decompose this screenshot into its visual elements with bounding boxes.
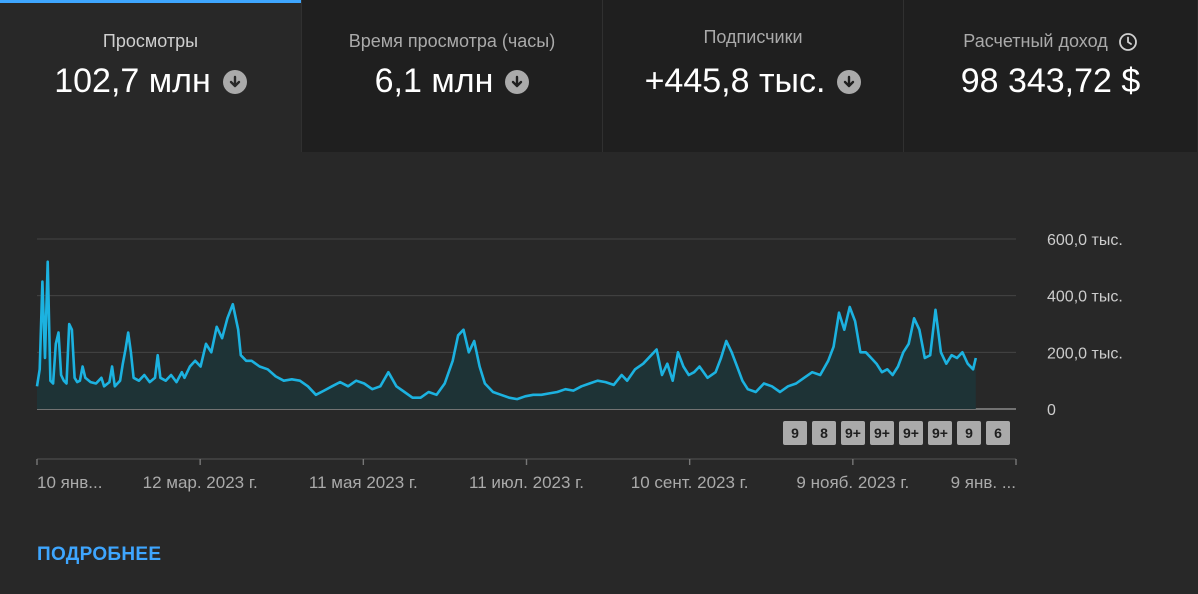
- clock-icon[interactable]: [1118, 32, 1138, 52]
- x-tick-label: 11 июл. 2023 г.: [469, 473, 584, 492]
- event-marker-badge[interactable]: 9+: [870, 421, 894, 445]
- chart-line: [35, 260, 978, 401]
- arrow-down-circle-icon: [222, 69, 247, 94]
- x-tick-label: 9 нояб. 2023 г.: [796, 473, 909, 492]
- arrow-down-circle-icon: [505, 69, 530, 94]
- tab-watch-time-title: Время просмотра (часы): [348, 31, 556, 51]
- event-markers: 9 8 9+ 9+ 9+ 9+ 9 6: [783, 421, 1010, 445]
- event-marker-badge[interactable]: 9: [783, 421, 807, 445]
- tab-revenue[interactable]: Расчетный доход 98 343,72 $: [903, 0, 1197, 152]
- tab-views-value: 102,7 млн: [0, 62, 301, 101]
- event-marker-badge[interactable]: 9+: [899, 421, 923, 445]
- tab-watch-time-value: 6,1 млн: [302, 62, 602, 101]
- metric-tabs: Просмотры 102,7 млн Время просмотра (час…: [0, 0, 1198, 152]
- x-tick-label: 10 янв...: [37, 473, 102, 492]
- x-tick-label: 12 мар. 2023 г.: [143, 473, 258, 492]
- y-tick-label: 200,0 тыс.: [1047, 345, 1123, 362]
- x-axis: 10 янв... 12 мар. 2023 г. 11 мая 2023 г. 11…: [36, 458, 1017, 492]
- event-marker-badge[interactable]: 9+: [841, 421, 865, 445]
- tab-subscribers-value: +445,8 тыс.: [603, 62, 903, 101]
- arrow-down-circle-icon: [837, 69, 862, 94]
- tab-views-title: Просмотры: [102, 31, 199, 51]
- more-details-link[interactable]: ПОДРОБНЕЕ: [37, 544, 162, 565]
- event-marker-badge[interactable]: 9: [957, 421, 981, 445]
- event-marker-badge[interactable]: 9+: [928, 421, 952, 445]
- tab-subscribers-title: Подписчики: [703, 27, 803, 47]
- x-tick-label: 10 сент. 2023 г.: [631, 473, 749, 492]
- event-marker-badge[interactable]: 6: [986, 421, 1010, 445]
- tab-revenue-title: Расчетный доход: [904, 31, 1197, 52]
- tab-subscribers[interactable]: Подписчики +445,8 тыс.: [602, 0, 903, 152]
- y-tick-label: 0: [1047, 402, 1056, 419]
- tab-views[interactable]: Просмотры 102,7 млн: [0, 0, 301, 152]
- x-tick-label: 11 мая 2023 г.: [309, 473, 418, 492]
- y-tick-label: 400,0 тыс.: [1047, 289, 1123, 306]
- views-chart: 600,0 тыс. 400,0 тыс. 200,0 тыс. 0 10 янв..…: [35, 232, 1123, 492]
- x-tick-label: 9 янв. ...: [951, 473, 1016, 492]
- tab-revenue-value: 98 343,72 $: [960, 62, 1141, 100]
- tab-watch-time[interactable]: Время просмотра (часы) 6,1 млн: [301, 0, 602, 152]
- event-marker-badge[interactable]: 8: [812, 421, 836, 445]
- y-tick-label: 600,0 тыс.: [1047, 232, 1123, 249]
- chart-area: [37, 261, 976, 409]
- y-axis-labels: 600,0 тыс. 400,0 тыс. 200,0 тыс. 0: [1047, 232, 1123, 419]
